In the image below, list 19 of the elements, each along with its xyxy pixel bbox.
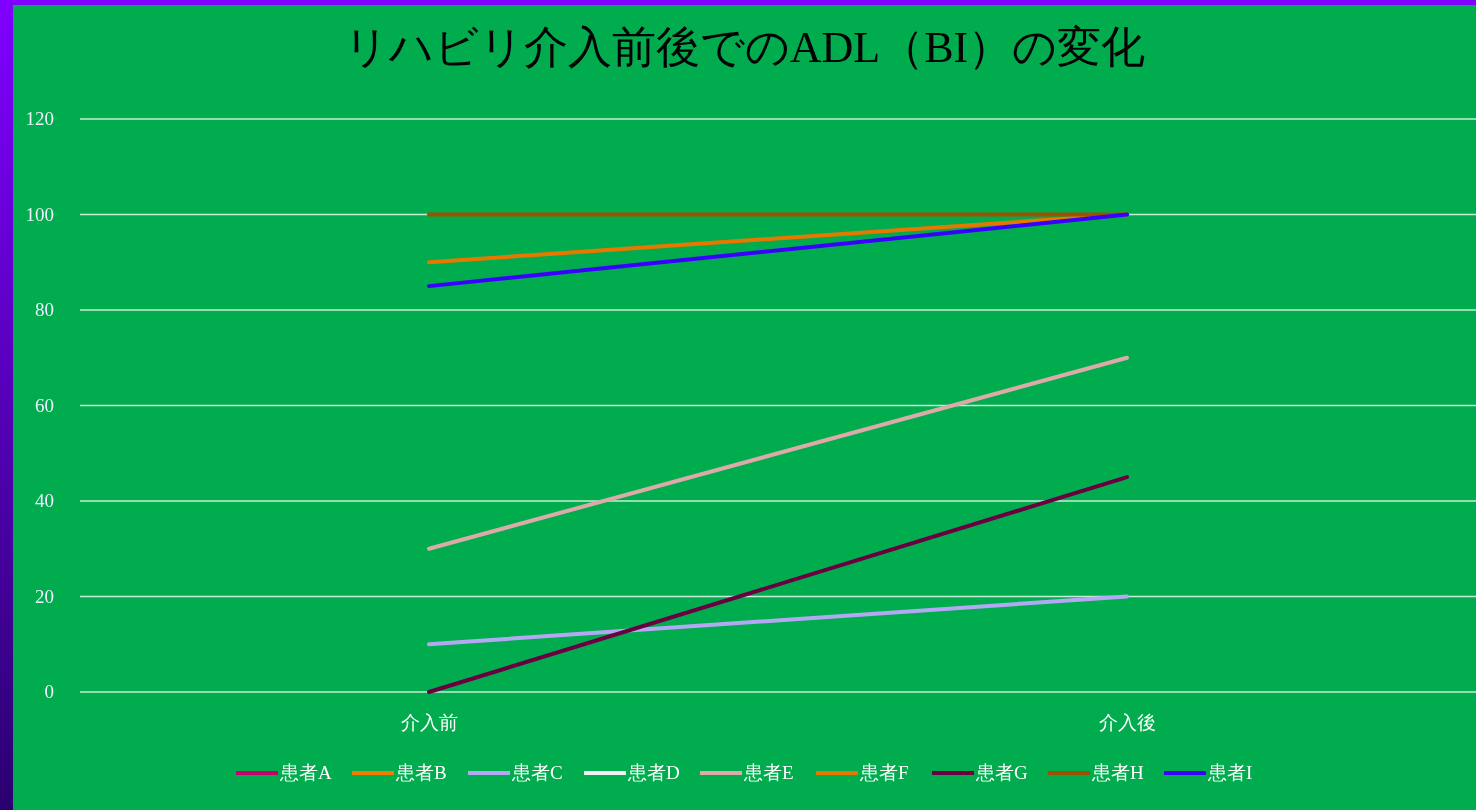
y-tick-label: 20	[35, 585, 54, 607]
legend-label: 患者I	[1207, 762, 1253, 783]
y-tick-label: 80	[35, 299, 54, 320]
y-tick-label: 100	[25, 203, 54, 225]
legend-label: 患者B	[395, 762, 447, 783]
legend-label: 患者C	[511, 762, 563, 783]
legend-label: 患者F	[859, 762, 909, 783]
y-tick-label: 0	[44, 681, 54, 702]
x-tick-label: 介入前	[400, 712, 458, 733]
legend-label: 患者D	[627, 762, 680, 783]
y-tick-label: 60	[35, 394, 54, 416]
chart-title: リハビリ介入前後でのADL（BI）の変化	[343, 23, 1146, 72]
x-tick-label: 介入後	[1098, 712, 1156, 733]
legend-label: 患者E	[743, 762, 794, 783]
y-tick-label: 40	[35, 490, 54, 511]
legend-label: 患者A	[279, 762, 332, 783]
legend-label: 患者H	[1091, 762, 1144, 783]
legend-label: 患者G	[975, 762, 1028, 783]
y-tick-label: 120	[25, 108, 54, 129]
